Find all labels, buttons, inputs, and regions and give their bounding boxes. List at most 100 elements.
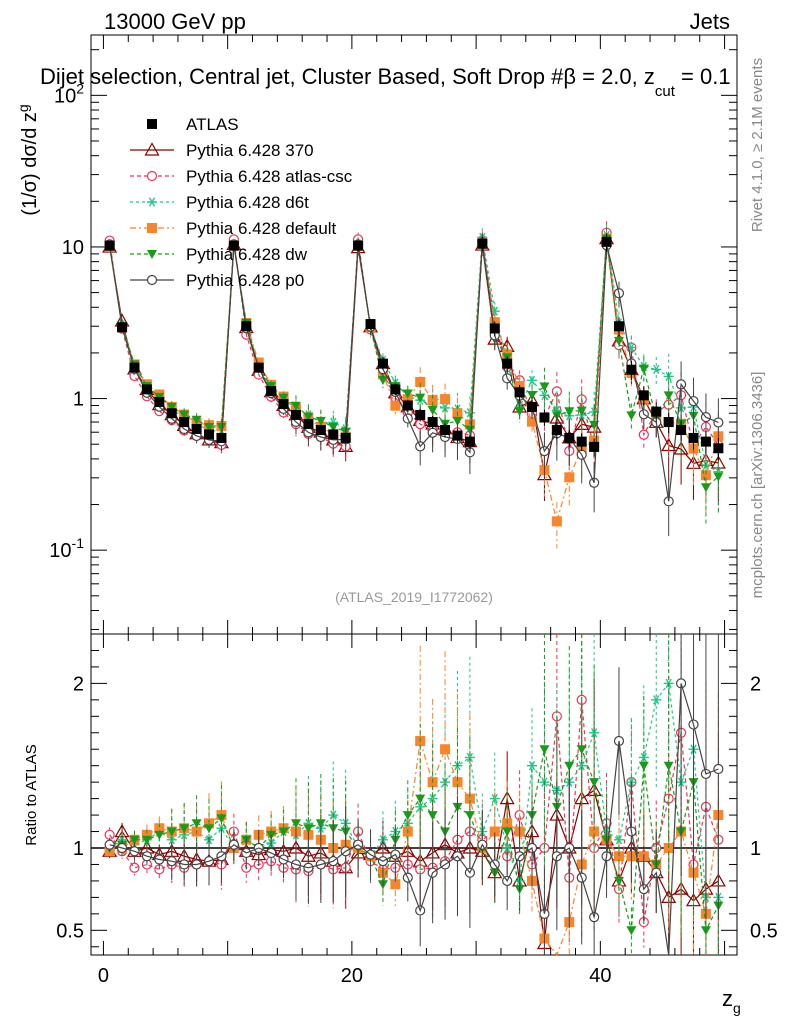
legend-entry: ATLAS [147,115,239,134]
marker-circle [146,170,158,182]
legend-label: Pythia 6.428 dw [186,245,308,264]
marker-square [228,240,239,251]
marker-square [390,384,401,395]
marker-square [440,744,451,755]
header-left: 13000 GeV pp [104,9,246,34]
legend-label: ATLAS [186,115,239,134]
marker-triangle-down [514,407,525,417]
marker-square [576,436,587,447]
legend-entry: Pythia 6.428 d6t [130,193,309,212]
marker-star [651,364,662,375]
marker-square [315,425,326,436]
marker-square [564,432,575,443]
y-tick-label-ratio: 2 [73,673,84,695]
series-line-ratio [109,699,719,923]
marker-triangle-down [539,745,550,755]
legend-entry: Pythia 6.428 default [130,219,337,238]
marker-square [527,401,538,412]
plot-title: Dijet selection, Central jet, Cluster Ba… [40,64,731,100]
marker-square [191,423,202,434]
marker-square [241,321,252,332]
marker-square [141,384,152,395]
series-line-ratio [109,740,719,957]
marker-triangle-down [129,835,140,845]
plot-title-main: Dijet selection, Central jet, Cluster Ba… [40,64,655,89]
marker-square [340,432,351,443]
marker-square [415,409,426,420]
legend: ATLAS Pythia 6.428 370 Pythia 6.428 atlas-… [130,115,353,290]
y-tick-label-ratio-right: 1 [750,838,761,860]
x-axis-label: zg [722,986,741,1016]
marker-circle [146,274,158,286]
series-line-ratio [109,683,719,956]
header-right: Jets [690,9,730,34]
marker-square [589,441,600,452]
marker-triangle-down [663,391,674,401]
x-axis-label-sub: g [733,1000,741,1016]
marker-triangle-down [576,406,587,416]
marker-square [253,362,264,373]
y-axis-label-main-text: (1/σ) dσ/d z [19,112,41,216]
marker-square [638,390,649,401]
marker-square [626,364,637,375]
marker-star-arm [148,197,156,207]
marker-star-arm [615,835,623,845]
x-tick-label: 0 [98,965,109,987]
marker-triangle-down [147,250,157,259]
ratio-panel: 0 20 40 0.5 0.5 1 1 2 2 [56,633,778,987]
marker-square [328,429,339,440]
marker-square [154,396,165,407]
marker-triangle-down [626,926,637,936]
marker-square [452,430,463,441]
title-block: 13000 GeV pp Jets Dijet selection, Centr… [40,9,731,100]
x-axis-label-text: z [722,986,733,1011]
series-line-main [109,238,719,524]
marker-square [129,362,140,373]
marker-square [700,436,711,447]
ratio-frame-box [90,633,738,956]
marker-square [477,238,488,249]
marker-square [502,358,513,369]
marker-square [651,406,662,417]
y-axis-label-ratio: Ratio to ATLAS [23,744,40,845]
marker-square [402,394,413,405]
y-axis-label-main: (1/σ) dσ/d zg [15,104,41,215]
marker-square [377,358,388,369]
series-line-ratio [109,747,719,933]
marker-square [390,400,401,411]
legend-label: Pythia 6.428 d6t [186,193,309,212]
y-tick-label-ratio: 1 [73,838,84,860]
y-tick-label-ratio-right: 0.5 [750,920,778,942]
legend-label: Pythia 6.428 p0 [186,271,304,290]
mcplots-label: mcplots.cern.ch [arXiv:1306.3436] [749,372,766,599]
marker-square [464,436,475,447]
marker-square [154,823,165,834]
legend-label: Pythia 6.428 370 [186,141,314,160]
y-tick-label-ratio: 0.5 [56,920,84,942]
series-line-main [109,235,719,473]
marker-square [676,425,687,436]
y-tick-label-main: 10 [62,237,84,259]
marker-square [427,417,438,428]
marker-square [147,223,157,233]
marker-square [601,236,612,247]
marker-star [527,761,538,771]
plot-title-end: = 0.1 [675,64,731,89]
legend-entry: Pythia 6.428 370 [130,141,314,160]
marker-star-arm [541,390,548,401]
marker-square [147,119,157,129]
marker-square [204,429,215,440]
y-axis-label-main-sub: g [15,104,31,112]
marker-square [290,409,301,420]
marker-triangle-down [539,382,550,392]
marker-square [440,425,451,436]
marker-circle [129,862,140,873]
data-marks [102,221,726,957]
marker-square [216,432,227,443]
y-tick-label-main: 102 [54,80,84,107]
legend-label: Pythia 6.428 default [186,219,337,238]
marker-star-arm [628,342,635,353]
rivet-label: Rivet 4.1.0, ≥ 2.1M events [749,58,766,232]
legend-entry: Pythia 6.428 atlas-csc [130,167,353,186]
marker-square [613,851,624,862]
